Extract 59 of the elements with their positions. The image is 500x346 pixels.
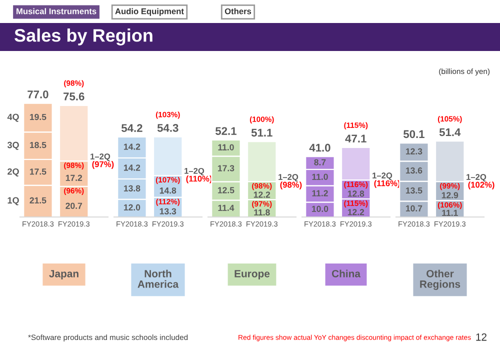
data-label: 11.1 — [442, 210, 458, 216]
data-label: 11.0 — [312, 174, 328, 180]
data-label: 19.5 — [30, 114, 46, 120]
data-label: 12.2 — [254, 192, 270, 198]
annotation: 1–2Q (97%) — [90, 154, 114, 169]
annotation: 1–2Q (98%) — [278, 174, 302, 190]
total-label: 77.0 — [28, 90, 48, 98]
text: Audio Equipment — [115, 8, 184, 16]
text: 12 — [476, 333, 486, 341]
total-label: 54.2 — [121, 124, 142, 132]
annotation: 1–2Q (110%) — [184, 168, 212, 184]
data-label: 21.5 — [30, 197, 46, 204]
total-label: 75.6 — [64, 92, 84, 100]
data-label: 13.3 — [160, 208, 176, 214]
total-label: 50.1 — [403, 130, 424, 138]
x-axis-title: China — [332, 270, 361, 278]
data-label: 8.7 — [314, 159, 326, 166]
data-label: 11.2 — [312, 190, 328, 196]
x-axis-title: Europe — [234, 270, 270, 280]
annotation: 1–2Q (116%) — [372, 172, 400, 188]
data-label: 12.9 — [442, 192, 458, 198]
data-label: 17.2 — [66, 174, 82, 181]
series-label: 1Q — [8, 197, 19, 206]
series-label: 3Q — [7, 142, 19, 150]
data-label: 18.5 — [30, 142, 46, 148]
x-axis-title: North America — [138, 270, 179, 288]
data-label: 12.8 — [348, 190, 364, 197]
data-label: 12.5 — [218, 187, 234, 194]
data-label: 11.0 — [218, 144, 234, 150]
data-label: 11.8 — [254, 209, 270, 216]
annotation: 1–2Q (102%) — [466, 174, 494, 190]
series-label: 4Q — [7, 114, 19, 122]
data-label: 11.4 — [218, 204, 234, 211]
chart-title: Sales by Region — [14, 28, 152, 46]
text: Musical Instruments — [16, 8, 96, 14]
x-axis-title: Japan — [49, 270, 78, 280]
data-label: 14.2 — [124, 164, 140, 171]
total-label: 52.1 — [215, 127, 236, 135]
total-label: 51.4 — [439, 128, 461, 136]
data-label: 17.3 — [218, 165, 234, 172]
x-axis-title: Other Regions — [420, 270, 460, 290]
total-label: 41.0 — [309, 144, 330, 152]
data-label: 12.2 — [348, 209, 364, 216]
data-label: 12.3 — [406, 148, 422, 154]
data-label: 17.5 — [30, 168, 46, 175]
data-label: 10.0 — [312, 206, 328, 212]
text: Others — [224, 8, 252, 14]
data-label: 12.0 — [124, 204, 140, 210]
series-label: 2Q — [8, 168, 19, 176]
total-label: 54.3 — [157, 124, 178, 132]
data-label: 10.7 — [406, 205, 422, 212]
data-label: 20.7 — [66, 202, 82, 209]
data-label: 14.2 — [124, 144, 140, 150]
data-label: 14.8 — [160, 187, 176, 194]
total-label: 51.1 — [251, 128, 272, 137]
data-label: 13.5 — [406, 187, 422, 194]
data-label: 13.6 — [406, 167, 422, 174]
data-label: 13.8 — [124, 185, 140, 192]
total-label: 47.1 — [345, 134, 366, 142]
